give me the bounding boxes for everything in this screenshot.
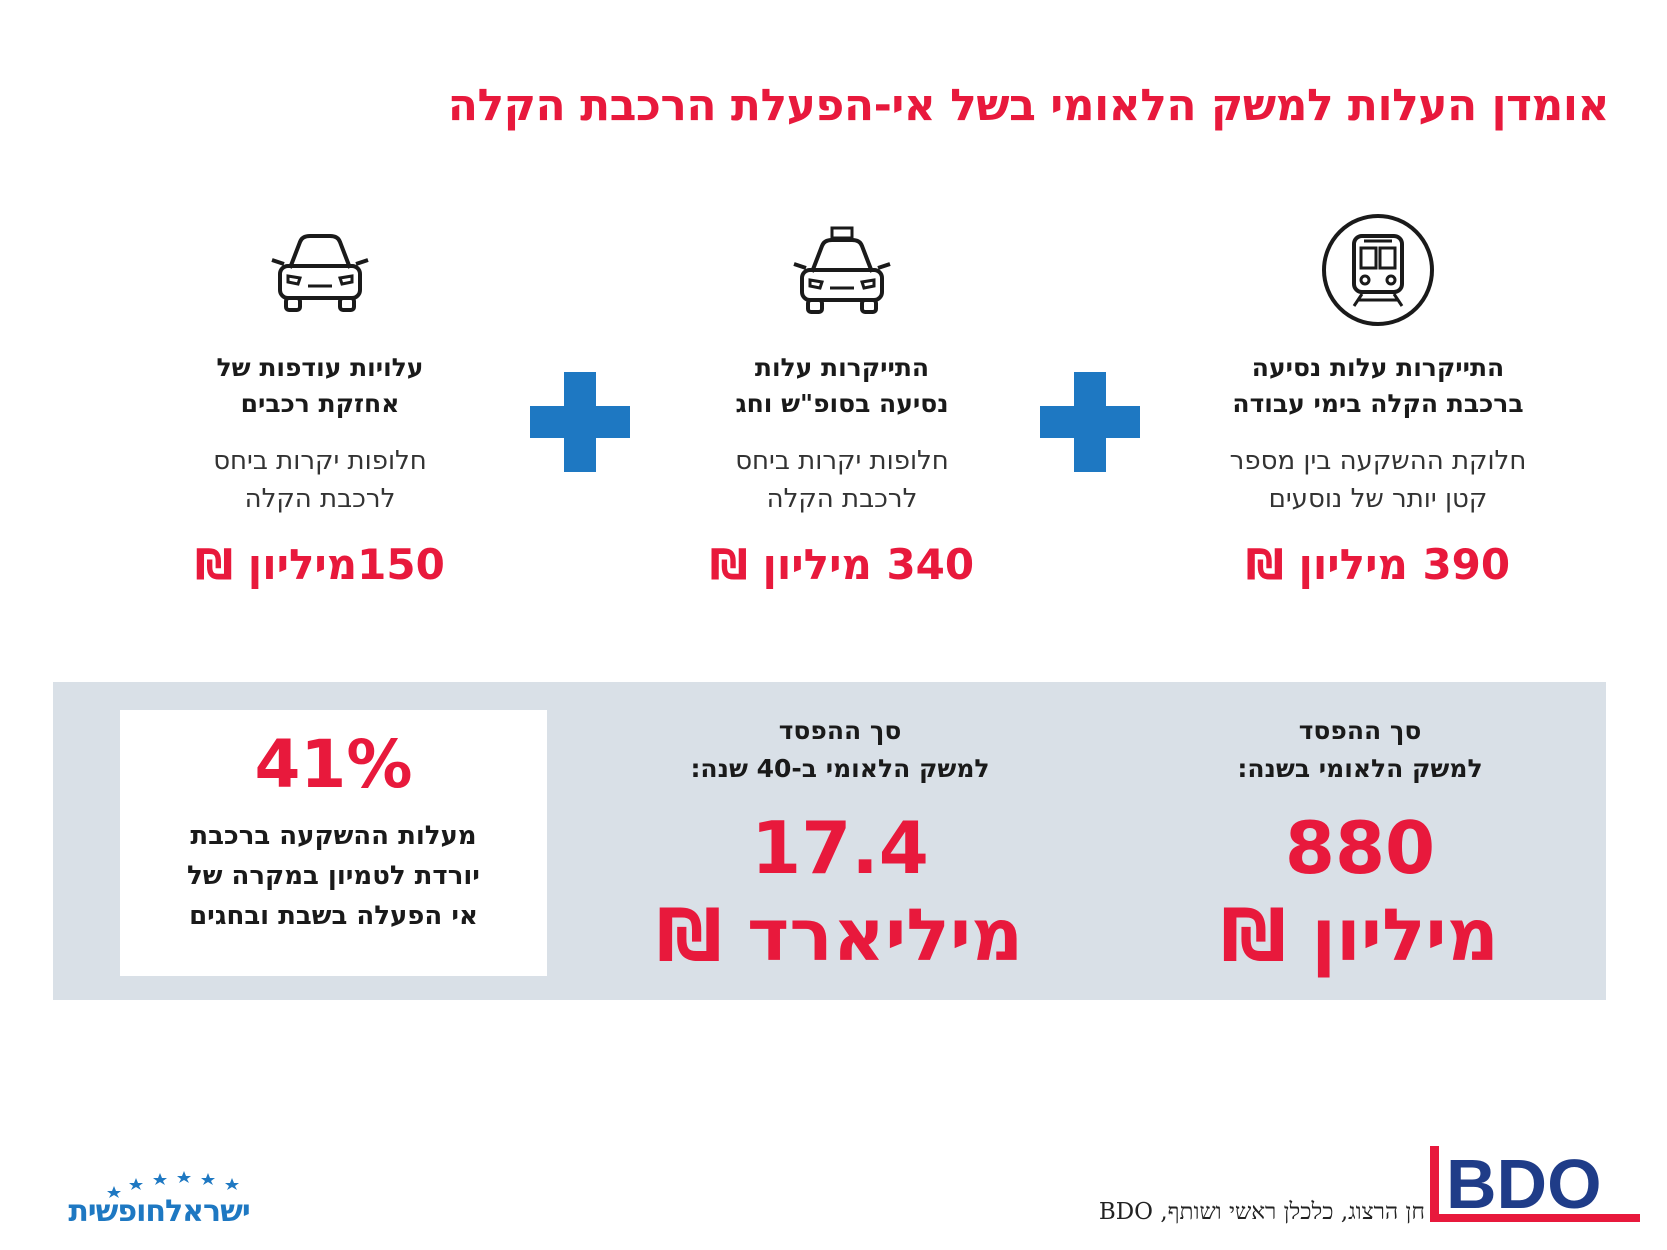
page-title: אומדן העלות למשק הלאומי בשל אי-הפעלת הרכ…	[447, 80, 1610, 131]
cost-column-cars: עלויות עודפות של אחזקת רכבים חלופות יקרו…	[125, 210, 515, 589]
column-description: חלוקת ההשקעה בין מספר קטן יותר של נוסעים	[1229, 446, 1527, 514]
plus-icon	[1040, 372, 1140, 472]
column-heading: התייקרות עלות נסיעה בסופ"ש וחג	[735, 353, 949, 418]
column-amount: 390 מיליון ₪	[1245, 540, 1511, 589]
annual-loss-value: 880	[1284, 806, 1436, 890]
cost-column-weekday: התייקרות עלות נסיעה ברכבת הקלה בימי עבוד…	[1183, 210, 1573, 589]
column-heading: עלויות עודפות של אחזקת רכבים	[216, 353, 424, 418]
cost-column-weekend: התייקרות עלות נסיעה בסופ"ש וחג חלופות יק…	[647, 210, 1037, 589]
bdo-logo: BDO	[1430, 1142, 1640, 1230]
israel-hofshit-logo: ישראלחופשית	[44, 1170, 274, 1240]
investment-loss-percent: 41%	[254, 726, 413, 803]
annual-loss: סך ההפסד למשק הלאומי בשנה: 880 מיליון ₪	[1140, 712, 1580, 980]
annual-loss-label: סך ההפסד למשק הלאומי בשנה:	[1237, 716, 1483, 783]
investment-loss-box: 41% מעלות ההשקעה ברכבת יורדת לטמיון במקר…	[120, 710, 547, 976]
column-description: חלופות יקרות ביחס לרכבת הקלה	[213, 446, 427, 514]
svg-text:BDO: BDO	[1446, 1145, 1602, 1223]
israel-hofshit-name: ישראלחופשית	[68, 1194, 250, 1229]
forty-year-loss-value: 17.4	[751, 806, 929, 890]
stars-icon	[104, 1170, 254, 1198]
taxi-icon	[782, 210, 902, 330]
forty-year-loss: סך ההפסד למשק הלאומי ב-40 שנה: 17.4 מילי…	[620, 712, 1060, 980]
column-amount: 150מיליון ₪	[195, 540, 445, 589]
train-icon	[1318, 210, 1438, 330]
plus-icon	[530, 372, 630, 472]
column-heading: התייקרות עלות נסיעה ברכבת הקלה בימי עבוד…	[1232, 353, 1524, 418]
column-amount: 340 מיליון ₪	[709, 540, 975, 589]
author-credit: חן הרצוג, כלכלן ראשי ושותף, BDO	[1098, 1199, 1425, 1225]
car-icon	[260, 210, 380, 330]
annual-loss-unit: מיליון ₪	[1221, 893, 1499, 977]
forty-year-loss-label: סך ההפסד למשק הלאומי ב-40 שנה:	[690, 716, 990, 783]
investment-loss-text: מעלות ההשקעה ברכבת יורדת לטמיון במקרה של…	[187, 821, 480, 931]
forty-year-loss-unit: מיליארד ₪	[656, 893, 1024, 977]
column-description: חלופות יקרות ביחס לרכבת הקלה	[735, 446, 949, 514]
